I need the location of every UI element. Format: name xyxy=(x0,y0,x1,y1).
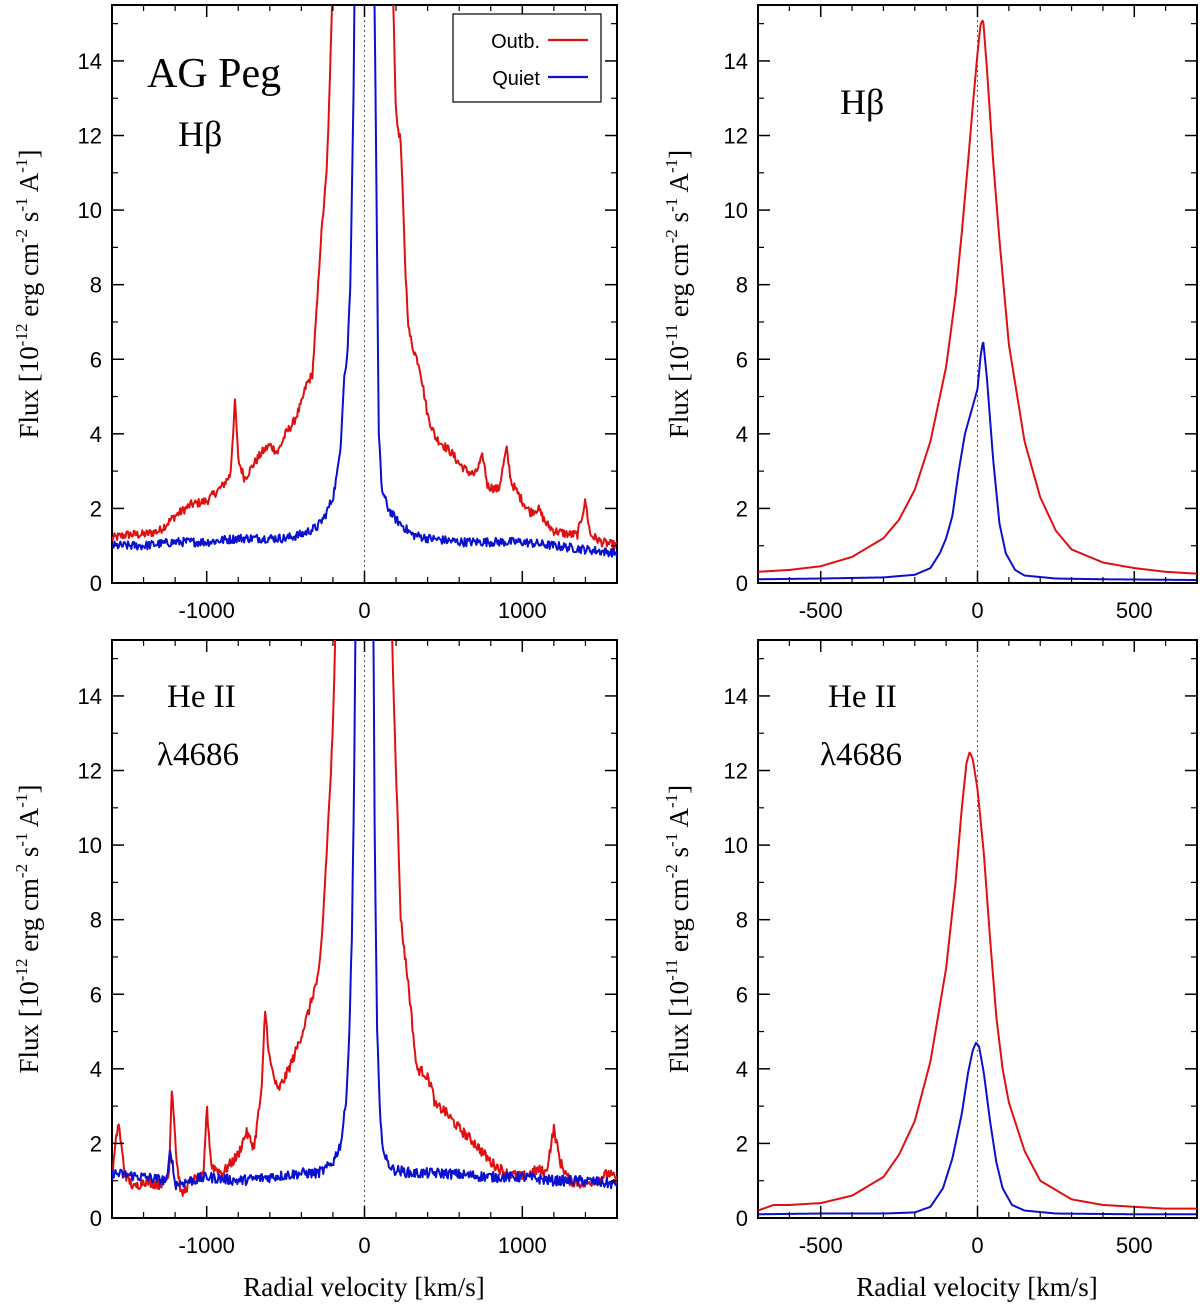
panel-curves xyxy=(112,5,617,583)
annotation-line-name: He II xyxy=(828,679,897,715)
y-tick-label: 2 xyxy=(90,1131,102,1156)
legend-label-quiet: Quiet xyxy=(492,68,540,90)
x-tick-label: 1000 xyxy=(498,1233,547,1258)
series-line-outburst xyxy=(112,5,617,551)
y-tick-label: 14 xyxy=(724,49,748,74)
x-tick-label: -1000 xyxy=(179,1233,235,1258)
panel-ticks: 0 2 4 6 8 10 12 14 -1000 0 1000 xyxy=(78,640,618,1258)
series-line-outburst xyxy=(758,19,1197,575)
panel-curves xyxy=(758,5,1197,583)
panel-top-right: 0 2 4 6 8 10 12 14 -500 0 500 Flux [10-11 erg cm-2… xyxy=(662,4,1198,623)
y-axis-title: Flux [10-12 erg cm-2 s-1 A-1] xyxy=(12,150,44,439)
panel-curves xyxy=(758,640,1197,1218)
series-line-quiet xyxy=(758,1041,1197,1216)
y-tick-label: 12 xyxy=(724,124,748,149)
y-tick-label: 4 xyxy=(90,422,102,447)
y-tick-label: 8 xyxy=(90,273,102,298)
annotation-line-name: Hβ xyxy=(178,114,222,154)
x-tick-label: -500 xyxy=(799,1233,843,1258)
y-axis-title: Flux [10-12 erg cm-2 s-1 A-1] xyxy=(12,785,44,1074)
x-tick-label: 500 xyxy=(1116,1233,1153,1258)
annotation-star-name: AG Peg xyxy=(147,51,281,97)
x-tick-label: 0 xyxy=(971,598,983,623)
y-tick-label: 10 xyxy=(724,833,748,858)
x-axis-title-right: Radial velocity [km/s] xyxy=(856,1272,1097,1302)
panel-ticks: 0 2 4 6 8 10 12 14 -500 0 500 xyxy=(724,640,1198,1258)
annotation-wavelength: λ4686 xyxy=(820,737,902,773)
series-line-quiet xyxy=(758,341,1197,582)
x-tick-label: 0 xyxy=(358,1233,370,1258)
y-axis-title: Flux [10-11 erg cm-2 s-1 A-1] xyxy=(662,785,694,1073)
y-tick-label: 6 xyxy=(736,982,748,1007)
y-tick-label: 12 xyxy=(78,759,102,784)
y-tick-label: 10 xyxy=(78,833,102,858)
y-tick-label: 8 xyxy=(736,273,748,298)
x-tick-label: 500 xyxy=(1116,598,1153,623)
annotation-wavelength: λ4686 xyxy=(157,737,239,773)
y-tick-label: 4 xyxy=(736,1057,748,1082)
y-tick-label: 14 xyxy=(78,684,102,709)
y-tick-label: 10 xyxy=(724,198,748,223)
y-tick-label: 10 xyxy=(78,198,102,223)
panel-bottom-right: 0 2 4 6 8 10 12 14 -500 0 500 Flux [10-11 erg cm-2… xyxy=(662,639,1198,1258)
y-tick-label: 0 xyxy=(90,1206,102,1231)
x-tick-label: -1000 xyxy=(179,598,235,623)
legend: Outb. Quiet xyxy=(452,13,602,103)
series-line-quiet xyxy=(112,640,617,1191)
x-tick-label: 0 xyxy=(971,1233,983,1258)
y-tick-label: 2 xyxy=(90,496,102,521)
series-line-outburst xyxy=(112,640,617,1197)
series-line-outburst xyxy=(758,751,1197,1212)
legend-label-outburst: Outb. xyxy=(491,31,540,53)
y-axis-title: Flux [10-11 erg cm-2 s-1 A-1] xyxy=(662,150,694,438)
series-line-quiet xyxy=(112,5,617,558)
y-tick-label: 12 xyxy=(724,759,748,784)
y-tick-label: 6 xyxy=(736,347,748,372)
y-tick-label: 4 xyxy=(90,1057,102,1082)
y-tick-label: 12 xyxy=(78,124,102,149)
x-axis-title-left: Radial velocity [km/s] xyxy=(243,1272,484,1302)
panel-curves xyxy=(112,640,617,1218)
y-tick-label: 14 xyxy=(78,49,102,74)
y-tick-label: 0 xyxy=(90,571,102,596)
y-tick-label: 4 xyxy=(736,422,748,447)
annotation-line-name: He II xyxy=(167,679,236,715)
y-tick-label: 2 xyxy=(736,496,748,521)
y-tick-label: 8 xyxy=(90,908,102,933)
y-tick-label: 14 xyxy=(724,684,748,709)
panel-ticks: 0 2 4 6 8 10 12 14 -1000 0 1000 xyxy=(78,5,618,623)
panel-ticks: 0 2 4 6 8 10 12 14 -500 0 500 xyxy=(724,5,1198,623)
x-tick-label: -500 xyxy=(799,598,843,623)
y-tick-label: 0 xyxy=(736,1206,748,1231)
legend-box xyxy=(452,13,602,103)
x-tick-label: 0 xyxy=(358,598,370,623)
x-tick-label: 1000 xyxy=(498,598,547,623)
y-tick-label: 2 xyxy=(736,1131,748,1156)
y-tick-label: 0 xyxy=(736,571,748,596)
annotation-line-name: Hβ xyxy=(840,82,884,122)
panel-bottom-left: 0 2 4 6 8 10 12 14 -1000 0 1000 Flux [10-12 erg cm… xyxy=(12,639,618,1258)
y-tick-label: 6 xyxy=(90,982,102,1007)
y-tick-label: 6 xyxy=(90,347,102,372)
y-tick-label: 8 xyxy=(736,908,748,933)
panel-top-left: 0 2 4 6 8 10 12 14 -1000 0 1000 Flux [10-12 erg cm… xyxy=(12,4,618,623)
